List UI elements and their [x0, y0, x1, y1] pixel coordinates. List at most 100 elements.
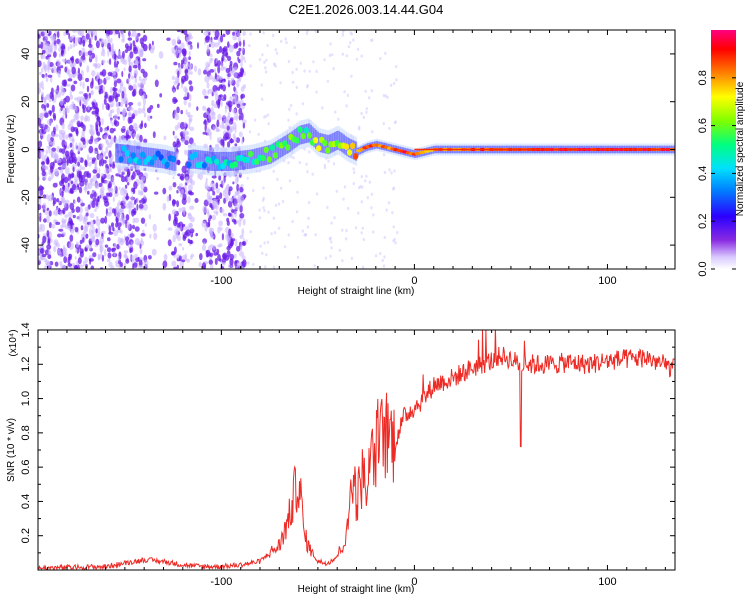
noise-speck: [220, 101, 223, 107]
noise-speck: [45, 193, 49, 200]
noise-speck: [181, 165, 187, 174]
noise-speck: [76, 196, 81, 203]
noise-speck: [387, 201, 391, 205]
noise-speck: [243, 59, 247, 64]
noise-speck: [372, 213, 375, 217]
noise-speck: [287, 161, 290, 165]
noise-speck: [301, 102, 305, 106]
noise-speck: [140, 233, 146, 237]
noise-speck: [82, 39, 86, 47]
noise-speck: [280, 186, 283, 190]
noise-speck: [218, 220, 223, 227]
noise-speck: [60, 50, 64, 57]
noise-speck: [108, 206, 113, 212]
noise-speck: [281, 199, 285, 204]
noise-speck: [91, 159, 96, 164]
noise-speck: [79, 81, 82, 87]
noise-speck: [110, 109, 115, 114]
spectrogram-axes: -100 0 100 -40 -20 0 20 40: [20, 30, 675, 287]
noise-speck: [330, 221, 333, 225]
noise-speck: [242, 39, 245, 48]
noise-speck: [74, 256, 77, 260]
noise-speck: [107, 252, 112, 259]
noise-speck: [104, 167, 109, 175]
noise-speck: [53, 211, 56, 216]
noise-speck: [210, 244, 214, 248]
noise-speck: [138, 88, 144, 96]
noise-speck: [315, 192, 319, 196]
ridge-band: [288, 132, 292, 152]
noise-speck: [189, 205, 195, 210]
noise-speck: [263, 60, 266, 64]
noise-speck: [222, 140, 225, 148]
ridge-band: [200, 150, 203, 170]
noise-speck: [212, 244, 216, 251]
noise-speck: [41, 148, 45, 152]
noise-speck: [73, 175, 79, 183]
noise-speck: [288, 179, 292, 183]
noise-speck: [372, 230, 375, 234]
noise-speck: [152, 131, 156, 139]
noise-speck: [137, 242, 141, 246]
noise-speck: [117, 208, 123, 216]
noise-speck: [163, 135, 167, 141]
noise-speck: [326, 205, 329, 210]
noise-speck: [188, 51, 191, 56]
noise-speck: [78, 58, 83, 63]
noise-speck: [222, 47, 225, 52]
noise-speck: [248, 130, 252, 134]
snr-y-tick-label: 0.6: [20, 459, 32, 474]
noise-speck: [346, 93, 350, 97]
noise-speck: [41, 170, 46, 177]
noise-speck: [139, 199, 142, 204]
noise-speck: [43, 164, 47, 170]
colorbar-tick-label: 0.4: [697, 166, 709, 181]
noise-speck: [176, 30, 181, 33]
ridge-band: [233, 151, 236, 171]
noise-speck: [173, 218, 177, 227]
noise-speck: [50, 150, 54, 159]
noise-speck: [73, 80, 78, 85]
noise-speck: [67, 123, 72, 131]
noise-speck: [120, 205, 126, 209]
noise-speck: [77, 73, 83, 81]
noise-speck: [123, 187, 127, 194]
ridge-band: [193, 149, 196, 169]
noise-speck: [133, 207, 137, 216]
noise-speck: [75, 36, 81, 43]
noise-speck: [259, 244, 262, 248]
noise-speck: [134, 69, 138, 77]
noise-speck: [183, 96, 189, 101]
noise-speck: [187, 111, 191, 118]
snr-panel: -100 0 100 0.2 0.4 0.6 0.8 1.0 1.2 1.4 Height of …: [6, 322, 676, 595]
noise-speck: [88, 37, 92, 46]
noise-speck: [232, 34, 238, 41]
noise-speck: [342, 197, 345, 201]
noise-speck: [172, 89, 176, 94]
noise-speck: [249, 32, 252, 36]
ridge-point: [313, 137, 319, 144]
page-title: C2E1.2026.003.14.44.G04: [289, 2, 444, 17]
noise-speck: [53, 154, 59, 159]
noise-speck: [288, 107, 291, 111]
noise-speck: [90, 131, 94, 136]
noise-speck: [83, 260, 86, 266]
noise-speck: [122, 112, 126, 122]
noise-speck: [139, 49, 143, 58]
noise-speck: [193, 65, 198, 72]
noise-speck: [87, 190, 90, 195]
noise-speck: [46, 119, 53, 126]
noise-speck: [190, 71, 193, 75]
noise-speck: [181, 138, 186, 143]
noise-speck: [94, 208, 97, 212]
noise-speck: [49, 91, 53, 100]
noise-speck: [63, 256, 68, 264]
noise-speck: [132, 217, 136, 224]
noise-speck: [151, 40, 154, 46]
noise-speck: [188, 118, 192, 124]
noise-speck: [84, 94, 88, 100]
noise-speck: [69, 94, 74, 101]
noise-speck: [219, 192, 223, 200]
noise-speck: [136, 169, 141, 176]
noise-speck: [184, 121, 187, 128]
